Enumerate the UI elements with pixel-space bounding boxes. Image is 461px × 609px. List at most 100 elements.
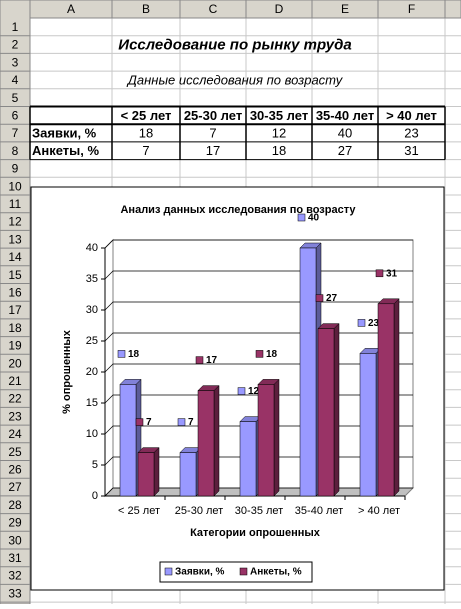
column-header[interactable]: A xyxy=(67,2,75,16)
row-header[interactable]: 31 xyxy=(8,551,22,565)
data-label-key xyxy=(237,387,246,395)
sheet-title: Исследование по рынку труда xyxy=(118,37,351,54)
y-tick-label: 15 xyxy=(86,397,98,409)
row-header[interactable]: 12 xyxy=(8,215,22,229)
row-header[interactable]: 18 xyxy=(8,321,22,335)
row-header[interactable]: 33 xyxy=(8,586,22,600)
data-label-key xyxy=(117,350,126,358)
table-header[interactable]: 25-30 лет xyxy=(184,108,242,123)
data-label: 17 xyxy=(206,355,218,366)
legend-key xyxy=(239,567,248,576)
chart-title: Анализ данных исследования по возрасту xyxy=(120,204,356,216)
table-cell[interactable]: Заявки, % xyxy=(32,125,97,140)
column-header[interactable]: E xyxy=(341,2,349,16)
data-label-key xyxy=(297,213,306,222)
y-tick-label: 35 xyxy=(86,273,98,285)
row-header[interactable]: 2 xyxy=(12,38,19,52)
row-header[interactable]: 4 xyxy=(12,73,19,87)
row-header[interactable]: 8 xyxy=(12,144,19,158)
row-header[interactable]: 28 xyxy=(8,498,22,512)
table-header[interactable]: 35-40 лет xyxy=(316,108,374,123)
y-tick-label: 40 xyxy=(86,242,98,254)
row-header[interactable]: 9 xyxy=(12,162,19,176)
bar-side xyxy=(333,322,340,497)
row-header[interactable]: 25 xyxy=(8,445,22,459)
column-header[interactable]: C xyxy=(209,2,218,16)
data-label-key xyxy=(255,350,264,358)
bar xyxy=(359,353,377,497)
row-header[interactable]: 20 xyxy=(8,356,22,370)
bar-side xyxy=(213,384,220,497)
column-header[interactable]: B xyxy=(142,2,150,16)
row-header[interactable]: 6 xyxy=(12,109,19,123)
data-label: 18 xyxy=(266,349,278,360)
table-cell[interactable]: 7 xyxy=(209,125,216,140)
chart[interactable]: Анализ данных исследования по возрасту 0 5… xyxy=(30,186,445,591)
legend-label: Анкеты, % xyxy=(250,567,302,578)
data-label: 18 xyxy=(128,349,140,360)
data-label-key xyxy=(135,418,144,426)
table-cell[interactable]: 12 xyxy=(272,125,286,140)
row-header[interactable]: 19 xyxy=(8,339,22,353)
data-label-key xyxy=(357,319,366,327)
sheet-subtitle: Данные исследования по возрасту xyxy=(126,72,344,87)
bar xyxy=(197,390,215,497)
data-label: 12 xyxy=(248,386,260,397)
x-axis-title: Категории опрошенных xyxy=(190,527,321,539)
table-cell[interactable]: Анкеты, % xyxy=(32,143,99,158)
bar xyxy=(299,247,317,497)
table-cell[interactable]: 18 xyxy=(272,143,286,158)
table-cell[interactable]: 7 xyxy=(142,143,149,158)
x-tick-label: 30-35 лет xyxy=(235,505,283,517)
table-header[interactable]: > 40 лет xyxy=(386,108,437,123)
bar xyxy=(239,421,257,497)
row-header[interactable]: 1 xyxy=(12,20,19,34)
column-header-bar xyxy=(0,0,461,19)
row-header[interactable]: 10 xyxy=(8,179,22,193)
column-header[interactable]: F xyxy=(408,2,415,16)
row-header[interactable]: 16 xyxy=(8,286,22,300)
table-header[interactable]: < 25 лет xyxy=(121,108,172,123)
table-cell[interactable]: 23 xyxy=(404,125,418,140)
y-tick-label: 25 xyxy=(86,335,98,347)
row-header[interactable]: 27 xyxy=(8,480,22,494)
table-cell[interactable]: 18 xyxy=(139,125,153,140)
row-header[interactable]: 22 xyxy=(8,392,22,406)
row-header[interactable]: 26 xyxy=(8,463,22,477)
row-header[interactable]: 30 xyxy=(8,533,22,547)
table-header[interactable]: 30-35 лет xyxy=(250,108,308,123)
table-cell[interactable]: 40 xyxy=(338,125,352,140)
row-header[interactable]: 29 xyxy=(8,516,22,530)
bar-side xyxy=(273,378,280,497)
data-label: 27 xyxy=(326,293,338,304)
table-cell[interactable]: 17 xyxy=(206,143,220,158)
bar xyxy=(257,384,275,497)
column-header[interactable]: D xyxy=(275,2,284,16)
bar-side xyxy=(153,446,160,497)
row-header[interactable]: 24 xyxy=(8,427,22,441)
table-cell[interactable]: 27 xyxy=(338,143,352,158)
row-header[interactable]: 32 xyxy=(8,569,22,583)
table-cell[interactable]: 31 xyxy=(404,143,418,158)
row-header[interactable]: 21 xyxy=(8,374,22,388)
y-tick-label: 0 xyxy=(92,490,98,502)
data-label-key xyxy=(195,356,204,364)
data-label: 31 xyxy=(386,268,398,279)
row-header[interactable]: 17 xyxy=(8,303,22,317)
legend-label: Заявки, % xyxy=(175,567,225,578)
bar xyxy=(119,384,137,497)
data-label: 40 xyxy=(308,213,320,224)
bar xyxy=(317,328,335,497)
row-header[interactable]: 14 xyxy=(8,250,22,264)
row-header[interactable]: 3 xyxy=(12,55,19,69)
bar xyxy=(377,303,395,497)
row-header[interactable]: 11 xyxy=(9,197,22,211)
data-label: 7 xyxy=(146,417,152,428)
row-header[interactable]: 15 xyxy=(8,268,22,282)
row-header[interactable]: 7 xyxy=(12,126,19,140)
row-header[interactable]: 13 xyxy=(8,232,22,246)
bar xyxy=(179,452,197,497)
row-header[interactable]: 5 xyxy=(12,91,19,105)
row-header[interactable]: 23 xyxy=(8,409,22,423)
